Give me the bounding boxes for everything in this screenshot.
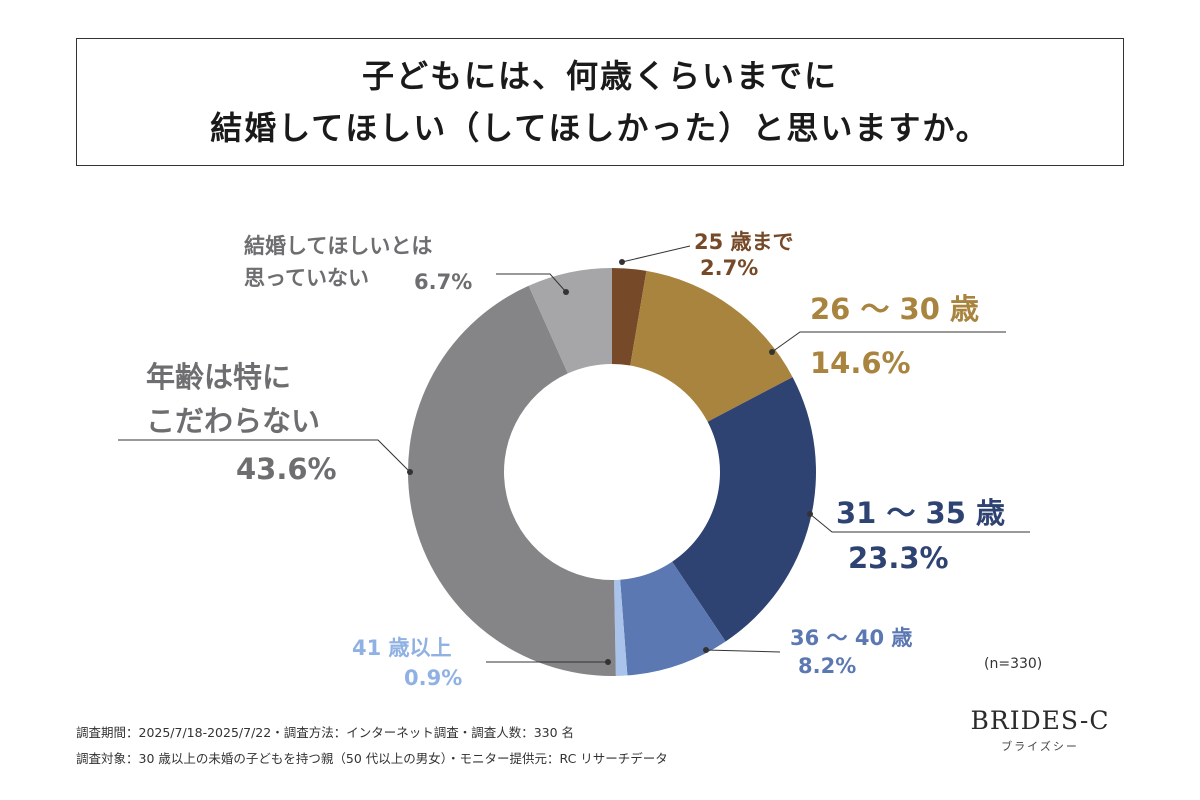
label-25-value: 2.7% — [700, 256, 759, 280]
leader-not-want-dot — [563, 289, 569, 295]
slice-no-preference — [407, 285, 616, 676]
slice-36-40 — [620, 561, 726, 676]
leader-26-30-dot — [769, 349, 775, 355]
label-no-preference-line2: こだわらない — [146, 404, 321, 438]
leader-25 — [621, 245, 691, 263]
slice-31-35 — [672, 377, 817, 642]
title-box: 子どもには、何歳くらいまでに 結婚してほしい（してほしかった）と思いますか。 — [76, 38, 1124, 166]
leader-31-35-dot — [807, 511, 813, 517]
label-41-value: 0.9% — [404, 666, 463, 690]
leader-no-preference — [118, 439, 411, 473]
survey-note-2: 調査対象：30 歳以上の未婚の子どもを持つ親（50 代以上の男女）・モニター提供… — [76, 751, 668, 766]
label-no-preference-value: 43.6% — [236, 452, 337, 486]
slice-41-plus — [614, 579, 628, 676]
leader-no-preference-dot — [407, 469, 413, 475]
label-31-35-value: 23.3% — [848, 541, 949, 575]
label-not-want-line1: 結婚してほしいとは — [244, 234, 433, 258]
brand-logo-sub: ブライズシー — [1001, 740, 1079, 753]
leader-25-dot — [619, 259, 625, 265]
leader-36-40-dot — [703, 647, 709, 653]
label-36-40-value: 8.2% — [798, 654, 857, 678]
title-line-2: 結婚してほしい（してほしかった）と思いますか。 — [210, 109, 990, 147]
sample-size: (n=330) — [984, 656, 1043, 672]
label-26-30-name: 26 ～ 30 歳 — [810, 292, 980, 326]
title-line-1: 子どもには、何歳くらいまでに — [361, 57, 838, 95]
leader-41-plus-dot — [605, 659, 611, 665]
leader-36-40 — [705, 649, 781, 653]
donut-slices — [407, 268, 817, 676]
slice-not-want — [528, 268, 612, 374]
leader-not-want — [496, 273, 567, 293]
label-26-30-value: 14.6% — [810, 346, 911, 380]
leader-26-30 — [771, 331, 1006, 353]
label-36-40-name: 36 ～ 40 歳 — [790, 626, 913, 650]
slice-25 — [612, 268, 647, 366]
label-25-name: 25 歳まで — [694, 230, 794, 254]
slice-26-30 — [630, 270, 793, 422]
label-31-35-name: 31 ～ 35 歳 — [836, 496, 1006, 530]
label-41-name: 41 歳以上 — [352, 636, 452, 660]
label-not-want-line2: 思っていない — [244, 266, 369, 290]
label-no-preference-line1: 年齢は特に — [146, 360, 292, 394]
label-not-want-value: 6.7% — [414, 270, 473, 294]
brand-logo: BRIDES-C — [970, 706, 1110, 735]
leader-31-35 — [809, 513, 1030, 533]
survey-note-1: 調査期間：2025/7/18-2025/7/22・調査方法：インターネット調査・… — [76, 725, 575, 740]
leader-lines — [118, 245, 1030, 665]
